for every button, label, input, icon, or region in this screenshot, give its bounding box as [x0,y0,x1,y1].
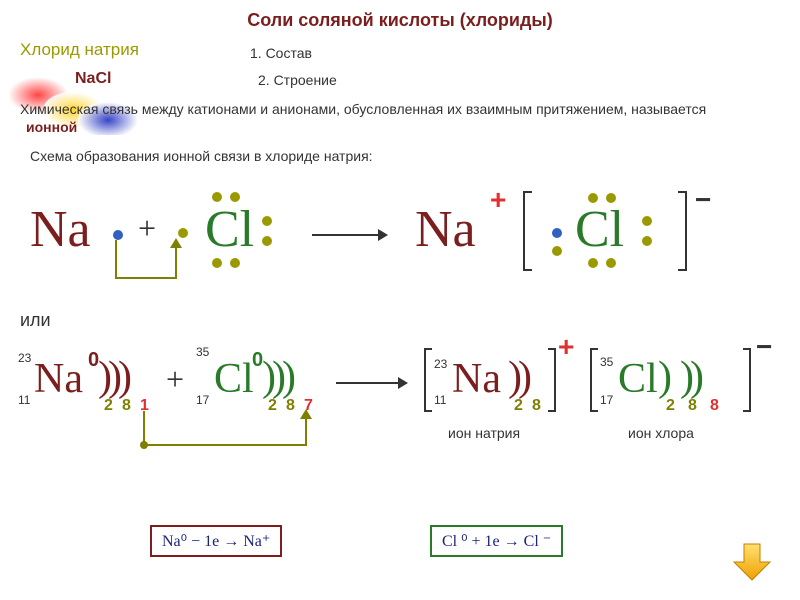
transfer-arrow-2 [138,409,318,457]
cl-dots [172,190,292,270]
page-title: Соли соляной кислоты (хлориды) [0,10,800,31]
cl-ion-minus: − [756,331,772,363]
na-ion-el: Na [452,355,501,403]
na-left: Na [30,200,91,259]
cl-shell: Cl [214,355,254,403]
plus-2: + [166,361,184,398]
lewis-row: Na + Cl Na + Cl − [30,190,770,280]
formula-nacl: NaCl [75,70,111,88]
na-shell: Na [34,355,83,403]
ion-cl-label: ион хлора [628,425,694,441]
cl-prot: 17 [196,393,209,407]
na-charge-plus: + [490,184,506,216]
na-ion-plus: + [558,331,574,363]
ion-na-label: ион натрия [448,425,520,441]
list-1: 1. Состав [250,45,312,61]
bond-text: Химическая связь между катионами и анион… [20,101,706,117]
cl-charge-minus: − [695,184,711,216]
arrow-1 [310,225,390,245]
na-mass: 23 [18,351,31,365]
or-label: или [20,310,51,331]
eq-cl-box: Cl ⁰ + 1e → Cl ⁻ [430,525,563,557]
plus-1: + [138,210,156,247]
cl-ion-el: Cl [618,355,658,403]
na-right: Na [415,200,476,259]
cl-ion-dots [530,190,690,272]
subtitle: Хлорид натрия [20,40,139,60]
down-arrow-icon [730,540,774,584]
list-2: 2. Строение [258,72,337,88]
na-electron [113,230,123,240]
cl-mass: 35 [196,345,209,359]
shell-row: 23 11 Na 0 ))) 2 8 1 + 35 17 Cl 0 ))) 2 … [18,345,782,455]
bond-word: ионной [26,119,77,135]
bond-definition: Химическая связь между катионами и анион… [20,100,760,136]
na-prot: 11 [18,393,30,407]
scheme-label: Схема образования ионной связи в хлориде… [30,148,373,164]
eq-na-box: Na⁰ − 1e → Na⁺ [150,525,282,557]
arrow-2 [334,373,412,393]
